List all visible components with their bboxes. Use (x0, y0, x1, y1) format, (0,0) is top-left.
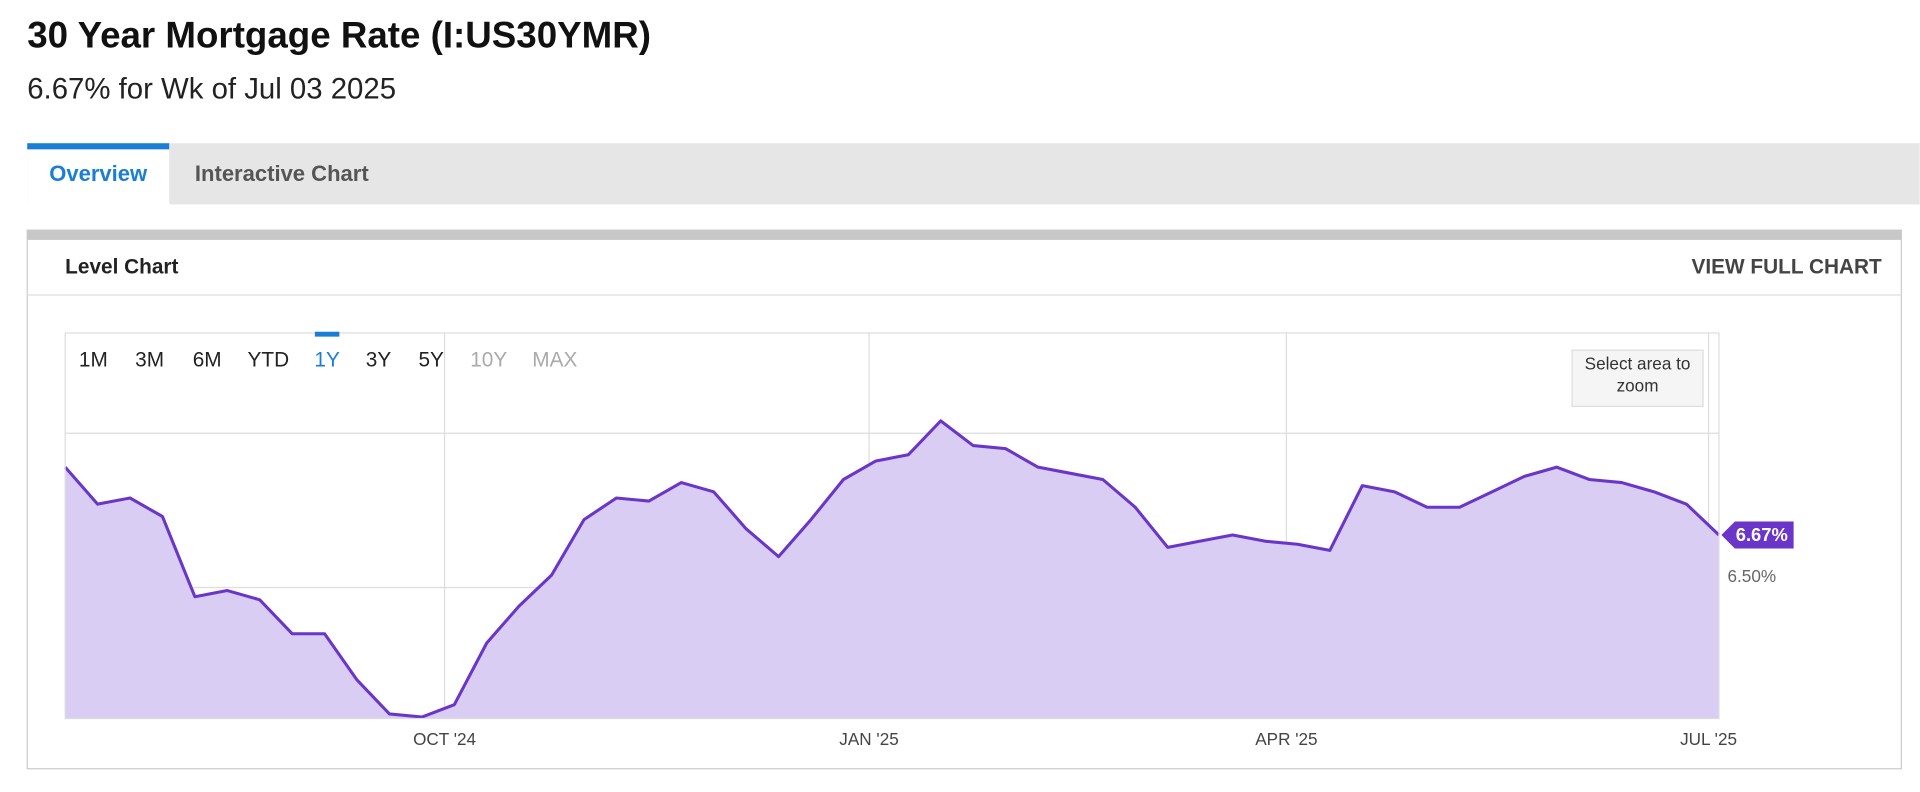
tab[interactable]: Interactive Chart (195, 161, 369, 186)
zoom-hint-holder: Select area to zoom (1584, 353, 1691, 396)
range-button[interactable]: 5Y (418, 349, 444, 372)
zoom-hint-box (1571, 349, 1704, 408)
range-active-indicator (314, 331, 340, 337)
tab-bar (27, 143, 1920, 205)
range-button: 10Y (470, 349, 507, 372)
range-button[interactable]: 1M (79, 349, 108, 372)
x-tick-label: JAN '25 (839, 729, 898, 749)
tabs: Overview Interactive Chart (27, 143, 369, 205)
view-full-chart[interactable]: VIEW FULL CHART (1692, 256, 1883, 279)
line (64, 419, 1721, 719)
range-button[interactable]: 1Y (314, 349, 340, 372)
x-tick-label: OCT '24 (413, 729, 476, 749)
range-button: MAX (532, 349, 577, 372)
x-tick-label: APR '25 (1255, 729, 1317, 749)
range-buttons: 1M 3M 6M YTD 1Y 3Y 5Y 10Y MAX (79, 331, 577, 372)
range-button[interactable]: YTD (248, 349, 290, 372)
tab-active-bg (27, 143, 170, 205)
range-button[interactable]: 3M (135, 349, 164, 372)
range-button[interactable]: 6M (193, 349, 222, 372)
plot-frame (64, 332, 1720, 720)
zoom-hint: Select area to zoom (1584, 353, 1691, 396)
tab-active-indicator (27, 143, 170, 150)
value-badge (1721, 521, 1794, 549)
x-tick-label: JUL '25 (1680, 729, 1737, 749)
value-label: 6.67% (1736, 524, 1788, 545)
page-subtitle: 6.67% for Wk of Jul 03 2025 (27, 72, 396, 105)
y-tick-label: 6.50% (1728, 566, 1777, 586)
plot: 6.50% OCT '24 JAN '25 APR '25 JUL '25 6.67% (64, 332, 1794, 749)
tab[interactable]: Overview (49, 161, 148, 186)
panel-title: Level Chart (65, 256, 178, 279)
area-fill (65, 420, 1719, 719)
panel-top-bar (27, 230, 1902, 240)
page-title: 30 Year Mortgage Rate (I:US30YMR) (27, 15, 651, 56)
range-button[interactable]: 3Y (366, 349, 392, 372)
